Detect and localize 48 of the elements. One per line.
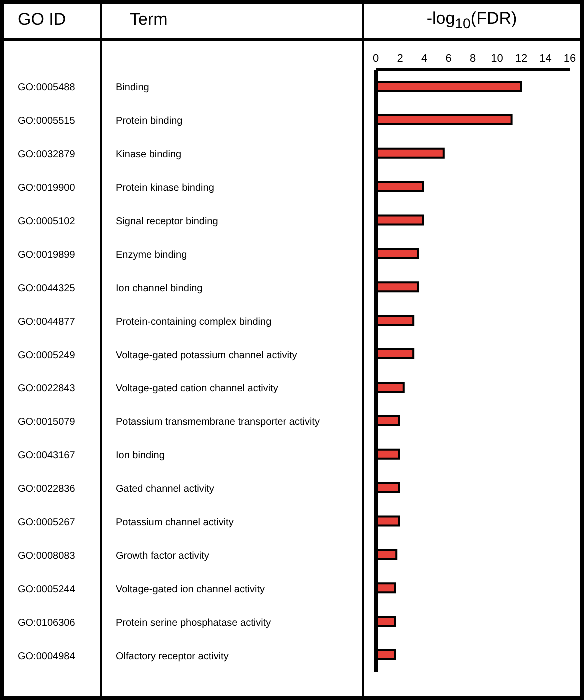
text: GO:0043167 <box>18 450 76 462</box>
text: GO:0005244 <box>18 584 76 596</box>
x-tick-label: 2 <box>397 53 404 65</box>
y-tick-label: Enzyme binding <box>116 250 188 261</box>
text: GO:0106306 <box>18 618 76 629</box>
y-tick-label: Protein kinase binding <box>116 183 214 194</box>
text: GO:0005515 <box>18 116 76 128</box>
text: GO:0005102 <box>18 216 76 228</box>
text: GO:0032879 <box>18 150 76 161</box>
y-tick-label: Protein binding <box>116 116 183 128</box>
y-tick-label: Potassium transmembrane transporter activity <box>116 417 320 428</box>
y-tick-label: Potassium channel activity <box>116 518 234 528</box>
text: GO:0005249 <box>18 350 76 362</box>
x-tick-label: 6 <box>446 53 452 65</box>
text: GO:0004984 <box>18 651 76 662</box>
text: GO:0022836 <box>18 484 76 496</box>
text: Term <box>130 10 168 30</box>
x-tick-label: 10 <box>491 53 504 65</box>
y-tick-label: Ion binding <box>116 450 165 462</box>
y-tick-label: Voltage-gated cation channel activity <box>116 384 278 395</box>
y-tick-label: Olfactory receptor activity <box>116 651 229 662</box>
text: GO:0005488 <box>18 82 76 94</box>
y-tick-label: Protein serine phosphatase activity <box>116 618 272 629</box>
y-tick-label: Growth factor activity <box>116 550 210 562</box>
x-tick-label: 12 <box>515 53 528 65</box>
y-tick-label: Protein-containing complex binding <box>116 316 272 328</box>
y-tick-label: Kinase binding <box>116 150 182 161</box>
y-tick-label: Ion channel binding <box>116 283 203 294</box>
text: GO:0022843 <box>18 384 76 395</box>
x-tick-label: 14 <box>540 53 552 65</box>
y-tick-label: Binding <box>116 82 150 94</box>
y-tick-label: Voltage-gated potassium channel activity <box>116 350 298 362</box>
y-tick-label: Voltage-gated ion channel activity <box>116 584 265 596</box>
x-axis-title: -log$_{10}$(FDR) <box>426 9 518 32</box>
text: GO:0008083 <box>18 550 76 562</box>
text: GO:0015079 <box>18 417 76 428</box>
x-tick-label: 8 <box>470 53 476 65</box>
y-tick-label: Gated channel activity <box>116 484 214 496</box>
text: GO:0019899 <box>18 250 76 261</box>
y-tick-label: Signal receptor binding <box>116 216 218 228</box>
text: GO ID <box>18 10 66 30</box>
text: GO:0019900 <box>18 183 76 194</box>
x-tick-label: 16 <box>564 53 576 65</box>
x-tick-label: 0 <box>372 53 380 65</box>
text: GO:0005267 <box>18 518 76 528</box>
x-tick-label: 4 <box>421 53 428 65</box>
text: GO:0044325 <box>18 283 76 294</box>
text: GO:0044877 <box>18 316 76 328</box>
